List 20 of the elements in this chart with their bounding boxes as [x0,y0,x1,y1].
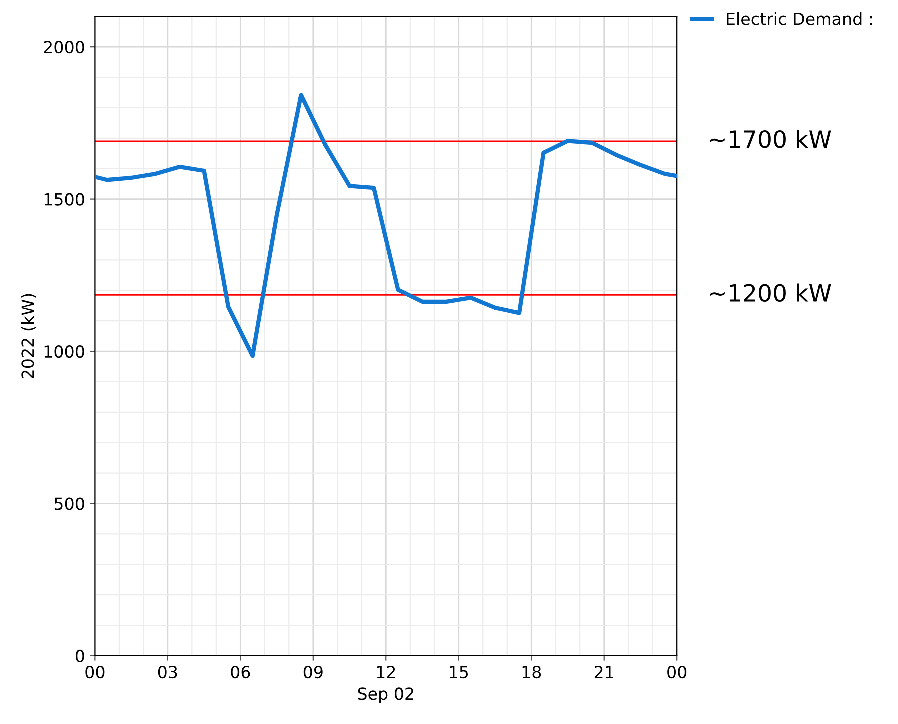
line-series [95,93,678,358]
x-tick-label: 06 [231,666,250,679]
y-tick-label: 1000 [44,345,84,358]
x-tick-label: 21 [594,666,614,678]
x-tick-label: 03 [158,666,178,679]
x-tick-label: 15 [450,666,468,679]
x-tick-label: 09 [304,666,323,679]
legend-label: Electric Demand : [727,12,872,26]
y-tick-label: 0 [76,650,84,663]
y-tick-label: 2000 [44,41,84,54]
x-tick-label: 00 [86,666,105,679]
x-axis-title: Sep 02 [358,688,414,704]
y-tick-label: 1500 [44,193,84,206]
y-axis-title: 2022 (kW) [21,294,36,378]
x-tick-label: 00 [668,666,687,679]
ref-line-label: ~1200 kW [710,284,832,302]
ref-line-label: ~1700 kW [710,130,832,148]
y-tick-label: 500 [54,498,84,510]
x-tick-label: 18 [522,666,542,679]
x-tick-label: 12 [377,666,396,678]
